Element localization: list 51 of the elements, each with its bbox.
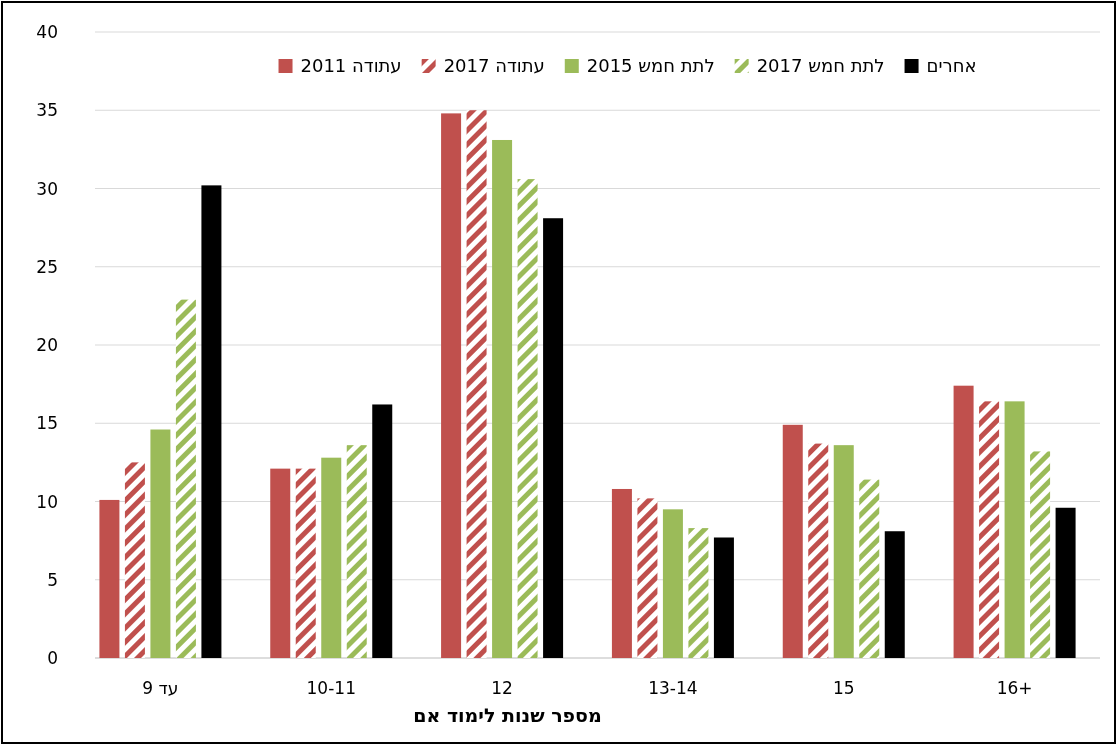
y-tick-label: 40 xyxy=(36,22,58,42)
bar xyxy=(1004,401,1025,658)
bar xyxy=(441,113,462,658)
bar xyxy=(201,185,222,658)
bar xyxy=(543,218,564,658)
bar xyxy=(979,401,1000,658)
y-tick-label: 30 xyxy=(36,178,58,199)
legend-label: אחרים xyxy=(926,55,977,76)
bar xyxy=(175,299,196,658)
bar xyxy=(637,498,658,658)
bar xyxy=(517,179,538,658)
legend-label: לתת חמש 2015 xyxy=(586,55,715,76)
bar xyxy=(953,385,974,658)
y-tick-label: 15 xyxy=(36,413,58,434)
bar xyxy=(662,509,683,658)
bar xyxy=(492,139,513,658)
x-tick-label: 12 xyxy=(491,678,513,698)
bar xyxy=(688,528,709,658)
bar xyxy=(782,424,803,658)
y-tick-label: 0 xyxy=(47,648,58,668)
bar xyxy=(99,499,120,658)
x-axis-title: מספר שנות לימוד אם xyxy=(413,704,602,726)
legend-label: עתודה 2011 xyxy=(300,55,402,76)
bar xyxy=(884,531,905,658)
bar xyxy=(1030,451,1051,658)
bar xyxy=(321,457,342,658)
bar xyxy=(1055,507,1076,658)
x-tick-label: עד 9 xyxy=(142,678,179,698)
x-tick-label: 15 xyxy=(832,678,855,698)
bar xyxy=(466,110,487,658)
bar xyxy=(713,537,734,658)
bar xyxy=(808,443,829,658)
bar xyxy=(295,468,316,658)
bar xyxy=(611,488,632,658)
bar xyxy=(124,462,145,658)
bar xyxy=(346,445,367,658)
bar xyxy=(150,429,171,658)
legend-label: עתודה 2017 xyxy=(443,55,545,76)
bar xyxy=(372,404,393,658)
y-tick-label: 5 xyxy=(47,569,58,590)
bar xyxy=(859,479,880,658)
y-tick-label: 35 xyxy=(36,100,58,121)
bar xyxy=(270,468,291,658)
legend-label: לתת חמש 2017 xyxy=(756,55,885,76)
x-tick-label: 13-14 xyxy=(648,678,698,698)
y-tick-label: 20 xyxy=(36,335,58,355)
x-tick-label: 16+ xyxy=(996,678,1033,698)
x-tick-label: 10-11 xyxy=(306,678,356,698)
y-tick-label: 10 xyxy=(36,491,58,512)
bar xyxy=(833,445,854,658)
y-tick-label: 25 xyxy=(36,256,58,277)
